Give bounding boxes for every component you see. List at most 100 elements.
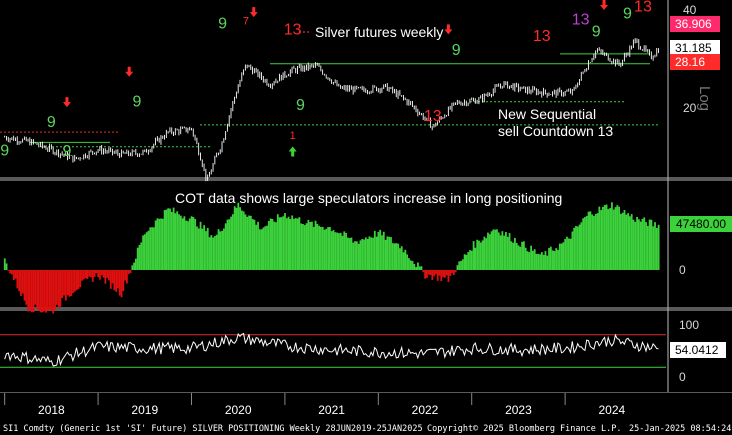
cot-bar [397,243,400,270]
price-tag-high [670,16,720,32]
cot-bar [285,218,288,270]
price-tag-high-label: 36.906 [675,17,712,31]
cot-bar [562,242,565,270]
cot-bar [240,210,243,270]
cot-bar [113,270,116,291]
cot-bar [81,270,83,281]
footer-right: 25-Jan-2025 08:54:24 [629,424,731,434]
panel-divider-1[interactable] [0,177,732,181]
cot-bar [21,270,24,294]
cot-bar [226,219,229,270]
cot-bar [176,211,179,270]
cot-bar [377,231,380,270]
cot-bar [264,226,267,270]
buy-arrow-icon [288,146,297,157]
cot-bar [219,231,222,270]
cot-bar [84,270,87,279]
cot-bar [224,223,227,270]
footer-center: Copyright© 2025 Bloomberg Finance L.P. [427,424,621,434]
cot-bar [467,252,470,270]
cot-bar [607,209,610,270]
cot-bar [190,216,193,270]
panel-divider-2[interactable] [0,307,732,311]
cot-bar [70,270,73,296]
price-ytick-40: 40 [683,3,697,17]
cot-bar [458,261,461,270]
cot-bar [578,224,581,270]
cot-bar [262,227,265,270]
cot-bar [79,270,82,288]
cot-bar [54,270,56,310]
cot-bar [242,211,245,270]
year-label: 2018 [38,403,65,417]
cot-bar [589,211,592,270]
cot-bar [280,217,283,270]
cot-bar [122,270,125,291]
cot-bar [628,216,631,270]
cot-bar [479,242,482,270]
osc-ytick-0: 0 [679,370,686,384]
sequential-marker: 9 [62,143,71,160]
cot-bar [438,270,441,276]
year-label: 2019 [131,403,158,417]
cot-bar [557,249,559,270]
cot-bar [558,243,561,270]
cot-bar [55,270,58,305]
sequential-marker: 13 [634,0,652,15]
cot-bar [192,217,195,270]
cot-bar [494,229,497,270]
cot-bar [228,219,231,270]
cot-bar [201,228,204,270]
cot-bar [43,270,46,312]
cot-bar [215,234,218,270]
cot-bar [135,258,137,270]
cot-bar [156,218,159,270]
cot-bar [143,234,146,270]
cot-bar [3,258,6,270]
cot-bar [305,223,308,270]
cot-bar [221,230,224,270]
cot-bar [88,270,91,277]
cot-bar [337,233,340,270]
cot-bar [627,213,629,270]
cot-bar [654,222,656,270]
cot-bar [379,229,382,270]
cot-bar [481,240,484,270]
cot-bar [426,270,428,278]
sequential-marker: 9 [623,6,632,23]
cot-bar [537,253,540,270]
cot-bar [158,218,161,270]
cot-bar [596,213,599,270]
cot-bar [64,270,67,301]
cot-bar [93,270,96,277]
cot-bar [585,215,588,270]
cot-bar [152,227,155,270]
cot-bar [390,237,392,270]
cot-bar [183,216,186,270]
cot-bar [316,223,319,270]
cot-bar [530,245,532,270]
cot-bar [443,270,446,278]
cot-bar [470,250,473,270]
cot-bar [623,210,626,270]
cot-bar [497,232,500,270]
cot-bar [106,270,109,278]
cot-bar [354,241,356,270]
cot-bar [303,225,306,270]
cot-bar [95,270,98,274]
cot-bar [287,216,290,270]
cot-bar [519,246,522,270]
price-tag-low-label: 28.16 [675,55,705,69]
cot-bar [174,213,177,270]
cot-bar [523,241,525,270]
year-label: 2020 [225,403,252,417]
cot-bar [251,218,254,270]
cot-bar [409,260,412,270]
cot-bar [566,236,568,270]
cot-bar [276,214,279,270]
cot-bar [302,224,304,270]
cot-bar [496,229,498,270]
cot-bar [99,270,101,280]
cot-bar [325,228,328,270]
cot-bar [381,235,383,270]
